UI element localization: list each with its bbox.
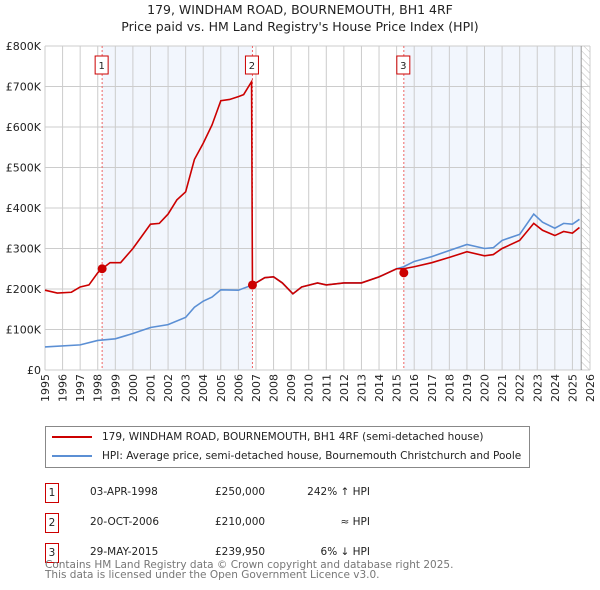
x-tick-label: 2004 bbox=[197, 374, 210, 402]
x-tick-label: 2017 bbox=[426, 374, 439, 402]
x-tick-label: 2000 bbox=[127, 374, 140, 402]
y-tick-label: £300K bbox=[6, 243, 42, 256]
legend-swatch-property bbox=[52, 436, 92, 438]
x-tick-label: 2020 bbox=[479, 374, 492, 402]
sale-row-badge: 2 bbox=[45, 513, 59, 533]
sale-hpi-comparison: 6% ↓ HPI bbox=[320, 546, 370, 558]
sale-row-badge: 3 bbox=[45, 543, 59, 563]
sale-date: 20-OCT-2006 bbox=[90, 516, 159, 528]
x-tick-label: 2009 bbox=[285, 374, 298, 402]
x-tick-label: 2025 bbox=[566, 374, 579, 402]
x-tick-label: 2007 bbox=[250, 374, 263, 402]
legend-swatch-hpi bbox=[52, 455, 92, 457]
chart-subtitle: Price paid vs. HM Land Registry's House … bbox=[121, 19, 479, 34]
x-tick-label: 1998 bbox=[92, 374, 105, 402]
sale-date: 29-MAY-2015 bbox=[90, 546, 159, 558]
x-tick-label: 2006 bbox=[232, 374, 245, 402]
sale-point bbox=[399, 268, 409, 278]
x-tick-label: 2001 bbox=[144, 374, 157, 402]
y-tick-label: £400K bbox=[6, 202, 42, 215]
sale-hpi-comparison: ≈ HPI bbox=[340, 516, 370, 528]
x-tick-label: 2015 bbox=[391, 374, 404, 402]
sale-row: 3 29-MAY-2015 £239,950 6% ↓ HPI bbox=[45, 543, 545, 563]
y-tick-label: £600K bbox=[6, 121, 42, 134]
sale-badge bbox=[94, 55, 109, 75]
sale-row-badge: 1 bbox=[45, 483, 59, 503]
plot-area: 1995 1996 1997 1998 1999 2000 2001 2002 2003 2004… bbox=[6, 40, 597, 402]
sale-date: 03-APR-1998 bbox=[90, 486, 158, 498]
x-tick-label: 2023 bbox=[531, 374, 544, 402]
x-tick-label: 1997 bbox=[74, 374, 87, 402]
y-tick-label: £800K bbox=[6, 40, 42, 53]
x-tick-label: 2005 bbox=[215, 374, 228, 402]
legend-label-property: 179, WINDHAM ROAD, BOURNEMOUTH, BH1 4RF … bbox=[102, 431, 484, 443]
sale-row: 1 03-APR-1998 £250,000 242% ↑ HPI bbox=[45, 483, 545, 503]
sale-badge-number: 3 bbox=[400, 61, 406, 72]
x-tick-label: 2008 bbox=[268, 374, 281, 402]
sale-badge bbox=[396, 55, 411, 75]
chart-title: 179, WINDHAM ROAD, BOURNEMOUTH, BH1 4RF bbox=[147, 2, 453, 17]
footer-line-1: Contains HM Land Registry data © Crown c… bbox=[45, 559, 454, 571]
y-tick-label: £500K bbox=[6, 162, 42, 175]
sale-badge bbox=[244, 55, 259, 75]
x-tick-label: 2024 bbox=[549, 374, 562, 402]
x-tick-label: 2014 bbox=[373, 374, 386, 402]
x-tick-label: 2016 bbox=[408, 374, 421, 402]
x-tick-label: 1999 bbox=[109, 374, 122, 402]
x-tick-label: 2003 bbox=[180, 374, 193, 402]
sale-row: 2 20-OCT-2006 £210,000 ≈ HPI bbox=[45, 513, 545, 533]
legend: 179, WINDHAM ROAD, BOURNEMOUTH, BH1 4RF … bbox=[45, 426, 530, 468]
sale-badge-number: 2 bbox=[249, 61, 255, 72]
x-tick-label: 1996 bbox=[57, 374, 70, 402]
x-tick-label: 2012 bbox=[338, 374, 351, 402]
sale-price: £250,000 bbox=[215, 486, 266, 498]
x-tick-label: 2011 bbox=[320, 374, 333, 402]
sale-price: £210,000 bbox=[215, 516, 266, 528]
series-line-property bbox=[44, 78, 580, 295]
y-tick-label: £0 bbox=[27, 364, 41, 377]
footer: Contains HM Land Registry data © Crown c… bbox=[45, 559, 454, 581]
x-tick-label: 2013 bbox=[355, 374, 368, 402]
x-tick-label: 2010 bbox=[303, 374, 316, 402]
sale-price: £239,950 bbox=[215, 546, 266, 558]
sale-point bbox=[97, 264, 107, 274]
y-tick-label: £100K bbox=[6, 324, 42, 337]
x-tick-label: 1995 bbox=[39, 374, 52, 402]
x-tick-label: 2026 bbox=[584, 374, 597, 402]
x-tick-label: 2021 bbox=[496, 374, 509, 402]
legend-label-hpi: HPI: Average price, semi-detached house,… bbox=[102, 450, 522, 462]
footer-line-2: This data is licensed under the Open Gov… bbox=[45, 569, 380, 581]
sale-point bbox=[247, 280, 257, 290]
y-tick-label: £700K bbox=[6, 81, 42, 94]
sale-badge-number: 1 bbox=[98, 61, 104, 72]
x-tick-label: 2018 bbox=[443, 374, 456, 402]
y-tick-label: £200K bbox=[6, 283, 42, 296]
x-tick-label: 2019 bbox=[461, 374, 474, 402]
x-tick-label: 2002 bbox=[162, 374, 175, 402]
sale-hpi-comparison: 242% ↑ HPI bbox=[307, 486, 370, 498]
x-tick-label: 2022 bbox=[514, 374, 527, 402]
